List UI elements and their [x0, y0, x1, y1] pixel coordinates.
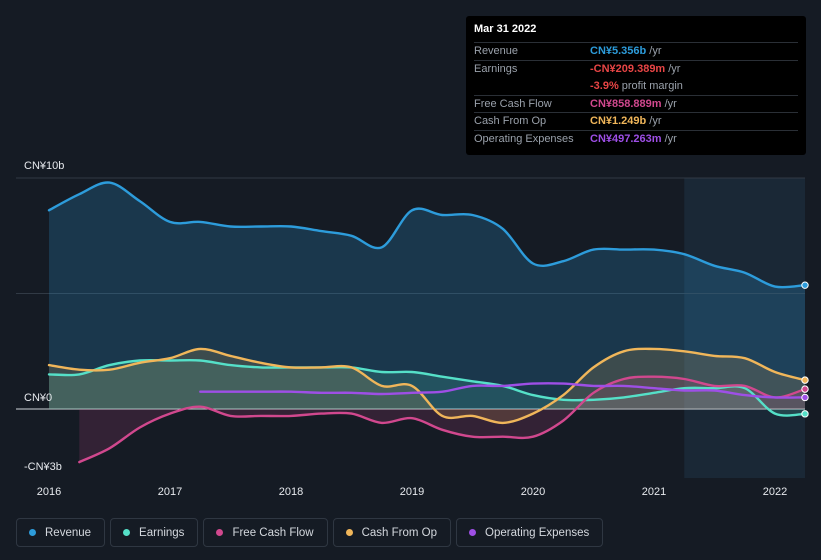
tooltip-unit: /yr [649, 45, 662, 58]
tooltip-unit: /yr [668, 62, 681, 75]
revenue-end-point [801, 281, 809, 289]
tooltip-row: Cash From Op CN¥1.249b/yr [474, 112, 798, 130]
tooltip-label: Free Cash Flow [474, 97, 552, 110]
legend-dot-icon [123, 529, 131, 536]
financial-history-chart: CN¥10b CN¥0 -CN¥3b 2016 2017 2018 2019 2020 2021… [16, 160, 809, 498]
x-tick-label: 2018 [279, 486, 303, 498]
chart-legend: Revenue Earnings Free Cash Flow Cash From O… [16, 518, 604, 547]
tooltip-row: Revenue CN¥5.356b/yr [474, 42, 798, 60]
legend-dot-icon [345, 529, 353, 536]
x-tick-label: 2016 [37, 486, 61, 498]
y-tick-label: CN¥10b [24, 160, 64, 172]
x-tick-label: 2021 [642, 486, 666, 498]
legend-label: Free Cash Flow [232, 526, 314, 539]
free-cash-flow-line [78, 375, 807, 464]
tooltip-label: Earnings [474, 62, 518, 75]
x-tick-label: 2022 [763, 486, 787, 498]
cash-from-op-area [49, 348, 805, 423]
legend-item-free-cash-flow[interactable]: Free Cash Flow [203, 518, 328, 547]
legend-item-operating-expenses[interactable]: Operating Expenses [456, 518, 604, 547]
cash-from-op-end-point [801, 376, 809, 384]
legend-label: Earnings [139, 526, 185, 539]
tooltip-label: Operating Expenses [474, 132, 574, 145]
tooltip-label: Revenue [474, 45, 519, 58]
y-tick-label: -CN¥3b [24, 461, 62, 473]
data-tooltip: Mar 31 2022 Revenue CN¥5.356b/yr Earnings -… [466, 16, 806, 155]
legend-label: Operating Expenses [485, 526, 590, 539]
tooltip-unit: profit margin [621, 79, 683, 92]
operating-expenses-end-point [801, 393, 809, 402]
tooltip-row: Operating Expenses CN¥497.263m/yr [474, 129, 798, 148]
tooltip-value: -CN¥209.389m [590, 62, 666, 75]
tooltip-value: CN¥1.249b [590, 115, 647, 128]
tooltip-date: Mar 31 2022 [474, 23, 537, 35]
tooltip-value: -3.9% [590, 79, 619, 92]
revenue-area [49, 182, 805, 409]
x-tick-label: 2019 [400, 486, 424, 498]
free-cash-flow-end-point [801, 385, 809, 393]
tooltip-value: CN¥5.356b [590, 45, 647, 58]
earnings-line [47, 358, 807, 417]
revenue-line [47, 181, 807, 289]
tooltip-row: Earnings -CN¥209.389m/yr [474, 59, 798, 78]
operating-expenses-line [199, 382, 807, 399]
x-tick-label: 2020 [521, 486, 545, 498]
legend-dot-icon [216, 529, 224, 536]
legend-dot-icon [469, 529, 477, 536]
tooltip-value: CN¥497.263m [590, 132, 662, 145]
tooltip-unit: /yr [664, 132, 677, 145]
tooltip-unit: /yr [664, 97, 677, 110]
legend-item-earnings[interactable]: Earnings [110, 518, 199, 547]
tooltip-label: Cash From Op [474, 115, 547, 128]
legend-item-cash-from-op[interactable]: Cash From Op [332, 518, 452, 547]
earnings-end-point [801, 410, 809, 418]
tooltip-value: CN¥858.889m [590, 97, 662, 110]
tooltip-row: Free Cash Flow CN¥858.889m/yr [474, 94, 798, 113]
legend-item-revenue[interactable]: Revenue [16, 518, 106, 547]
legend-label: Revenue [45, 526, 92, 539]
legend-label: Cash From Op [361, 526, 438, 539]
highlight-band [684, 178, 805, 478]
tooltip-row: -3.9% profit margin [474, 77, 798, 95]
earnings-area [49, 360, 805, 416]
legend-dot-icon [29, 529, 36, 536]
y-tick-label: CN¥0 [24, 392, 52, 404]
cash-from-op-line [47, 347, 807, 425]
tooltip-unit: /yr [649, 115, 662, 128]
x-tick-label: 2017 [158, 486, 182, 498]
